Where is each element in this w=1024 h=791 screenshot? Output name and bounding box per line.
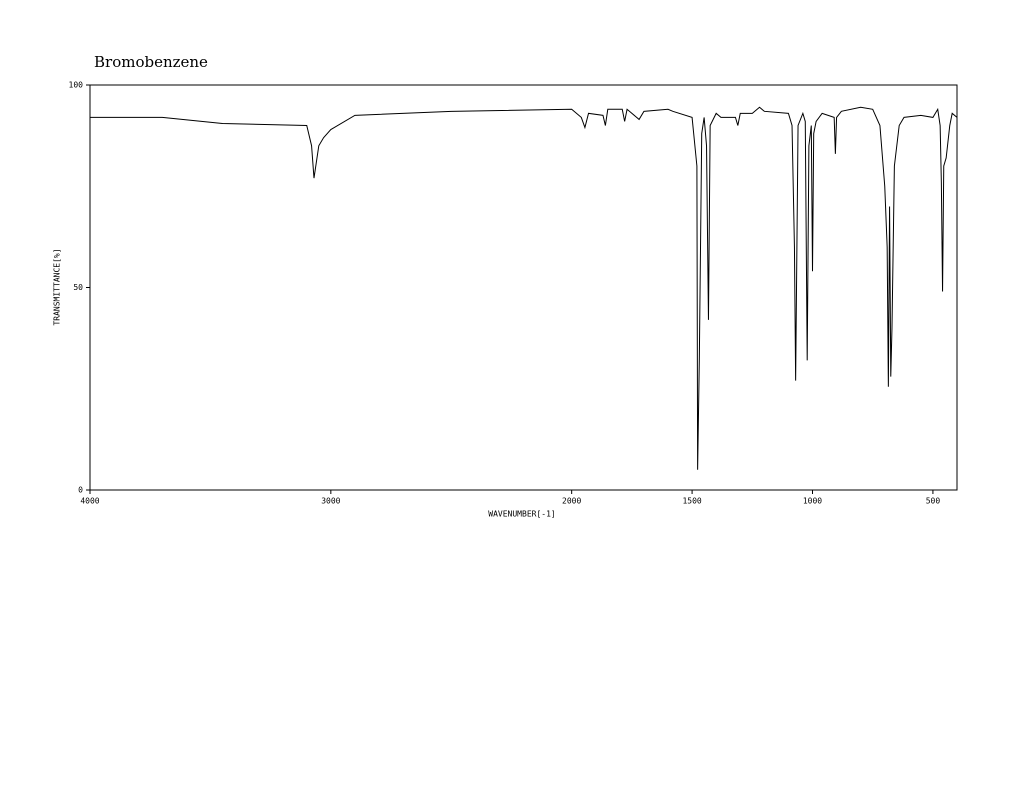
y-tick-label: 0 (78, 486, 83, 495)
y-tick-label: 50 (73, 283, 83, 292)
x-tick-label: 1500 (682, 497, 701, 506)
x-axis-label: WAVENUMBER[-1] (488, 510, 555, 519)
plot-frame (89, 84, 958, 491)
x-tick-label: 4000 (80, 497, 99, 506)
x-tick-label: 3000 (321, 497, 340, 506)
x-tick-label: 2000 (562, 497, 581, 506)
y-tick-label: 100 (69, 81, 84, 90)
y-axis-label: TRANSMITTANCE[%] (53, 248, 62, 325)
x-tick-label: 1000 (803, 497, 822, 506)
spectrum-line (90, 106, 958, 470)
chart-title: Bromobenzene (94, 53, 208, 71)
x-tick-label: 500 (926, 497, 941, 506)
